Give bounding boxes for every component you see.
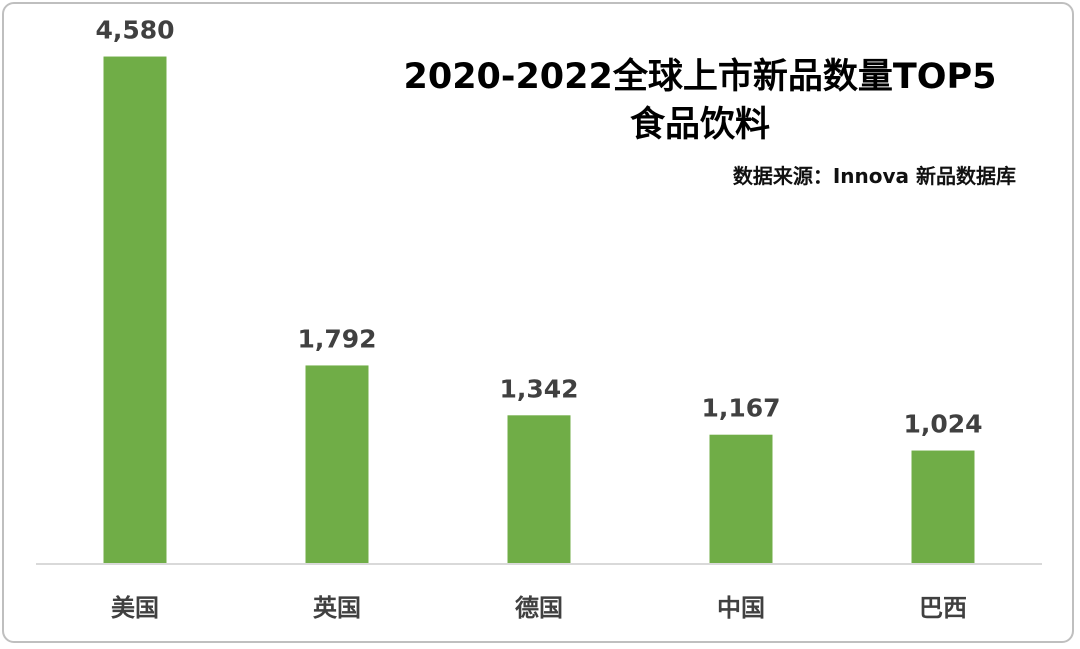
bar-4 bbox=[911, 450, 975, 564]
value-label-2: 1,342 bbox=[499, 374, 578, 403]
category-label-4: 巴西 bbox=[919, 594, 967, 622]
value-label-0: 4,580 bbox=[95, 16, 174, 45]
value-label-1: 1,792 bbox=[297, 324, 376, 353]
category-label-0: 美国 bbox=[111, 594, 159, 622]
value-label-3: 1,167 bbox=[701, 394, 780, 423]
value-label-4: 1,024 bbox=[903, 410, 982, 439]
chart-title: 2020-2022全球上市新品数量TOP5 bbox=[404, 56, 997, 97]
category-label-3: 中国 bbox=[717, 594, 765, 622]
category-label-1: 英国 bbox=[313, 594, 361, 622]
chart-subtitle: 食品饮料 bbox=[630, 104, 770, 145]
category-label-2: 德国 bbox=[515, 594, 563, 622]
data-source-note: 数据来源：Innova 新品数据库 bbox=[733, 164, 1016, 188]
bars-group bbox=[103, 56, 975, 564]
bar-0 bbox=[103, 56, 167, 564]
value-labels-group: 4,580 1,792 1,342 1,167 1,024 bbox=[95, 16, 982, 439]
bar-2 bbox=[507, 415, 571, 564]
category-labels-group: 美国 英国 德国 中国 巴西 bbox=[111, 594, 967, 622]
bar-3 bbox=[709, 434, 773, 564]
bar-1 bbox=[305, 365, 369, 564]
